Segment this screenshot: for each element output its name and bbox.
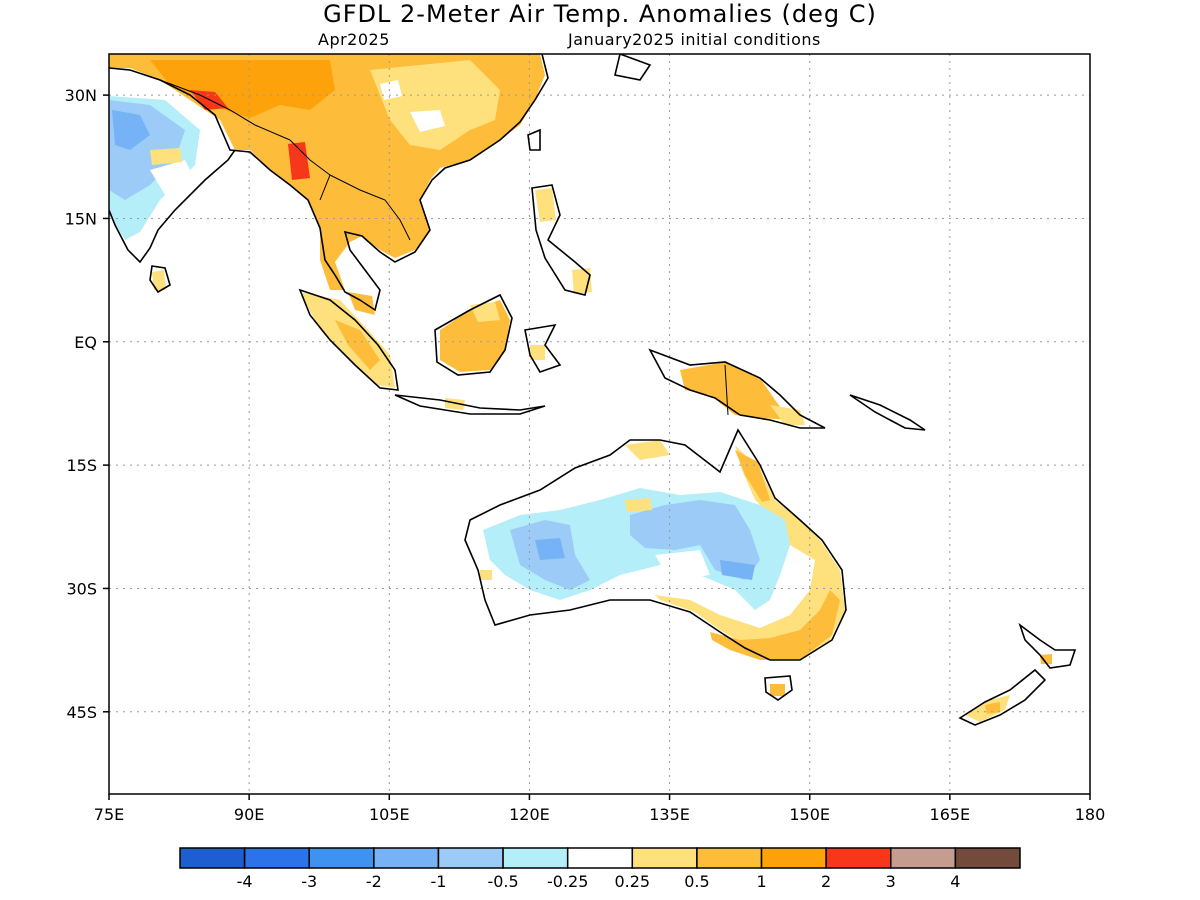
lat-tick-label: 45S [66, 703, 97, 722]
legend-swatch [373, 847, 440, 869]
srilanka-warm [152, 270, 166, 290]
australia-cool-core [535, 538, 565, 560]
map-background [109, 54, 1090, 794]
legend-label: 4 [950, 872, 960, 891]
legend-swatch [825, 847, 892, 869]
legend-label: -3 [301, 872, 317, 891]
coast-india [109, 149, 236, 264]
legend-label: -1 [430, 872, 446, 891]
india-white-patch [150, 160, 195, 195]
legend-swatch [437, 847, 504, 869]
coastlines [109, 54, 1077, 726]
legend-label: 2 [821, 872, 831, 891]
legend-swatch [954, 847, 1021, 869]
legend-swatch [631, 847, 698, 869]
border-png [724, 364, 729, 416]
lon-tick-label: 135E [649, 805, 690, 824]
australia-cool-core-2 [720, 560, 755, 580]
lon-tick-label: 75E [94, 805, 124, 824]
china-light-patch [370, 60, 500, 150]
india-cool-core [112, 110, 150, 150]
legend-swatch [179, 847, 246, 869]
lon-tick-label: 180 [1075, 805, 1106, 824]
coast-solomons [849, 394, 926, 431]
coast-borneo [434, 293, 513, 376]
graticule [109, 54, 1090, 794]
lat-tick-label: 15N [65, 209, 97, 228]
coast-sulawesi [524, 323, 562, 373]
coast-srilanka [149, 265, 171, 294]
coast-taiwan [527, 128, 541, 151]
sulawesi-warm [530, 345, 545, 360]
lat-tick-label: 30S [66, 579, 97, 598]
legend-label: 0.5 [684, 872, 709, 891]
east-australia-warm [655, 445, 845, 660]
myanmar-hot [288, 142, 310, 180]
legend-swatch [566, 847, 634, 869]
coast-asia [109, 54, 549, 312]
tasmania-warm [770, 684, 785, 696]
legend-label: 1 [756, 872, 766, 891]
coast-japan [614, 54, 652, 81]
australia-cool-2 [630, 500, 760, 580]
legend-swatch [243, 847, 310, 869]
nw-australia-light [625, 440, 670, 460]
lat-tick-label: 15S [66, 456, 97, 475]
color-legend: -4 -3 -2 -1 -0.5 -0.25 0.25 0.5 1 2 3 4 [179, 847, 1021, 891]
nz-orange [985, 702, 1000, 714]
legend-label: 3 [886, 872, 896, 891]
borders [159, 79, 729, 416]
coast-nz-north [1018, 622, 1077, 669]
legend-label: -4 [237, 872, 253, 891]
legend-swatch [760, 847, 827, 869]
border-indochina [329, 174, 411, 241]
coast-nz-south [958, 668, 1047, 726]
nz-north-orange [1040, 654, 1052, 664]
coast-java [394, 394, 546, 415]
longitude-axis: 75E 90E 105E 120E 135E 150E 165E 180 [94, 794, 1106, 824]
lon-tick-label: 90E [234, 805, 264, 824]
plot-frame [108, 53, 1091, 795]
new-guinea-light [770, 405, 805, 425]
coast-sumatra [298, 288, 399, 391]
lon-tick-label: 120E [509, 805, 550, 824]
legend-swatch [890, 847, 957, 869]
coast-philippines [531, 184, 591, 296]
lon-tick-label: 165E [930, 805, 971, 824]
legend-label: -0.5 [487, 872, 518, 891]
legend-label: -0.25 [547, 872, 588, 891]
valid-month-label: Apr2025 [318, 30, 390, 49]
philippines-warm [535, 188, 556, 222]
lon-tick-label: 150E [789, 805, 830, 824]
new-guinea-warm [680, 362, 790, 420]
australia-white-patch [655, 550, 710, 580]
java-warm [445, 398, 465, 410]
tibet-orange [150, 60, 335, 118]
latitude-axis: 30N 15N EQ 15S 30S 45S [65, 86, 109, 722]
chart-title: GFDL 2-Meter Air Temp. Anomalies (deg C) [323, 0, 877, 28]
australia-yellow-spot [625, 498, 652, 512]
lon-tick-label: 105E [369, 805, 410, 824]
china-white-patch [410, 110, 445, 132]
coast-tasmania [764, 675, 793, 701]
east-australia-orange [735, 450, 770, 502]
india-yellow-patch [150, 148, 182, 165]
lat-tick-label: EQ [74, 333, 97, 352]
legend-swatch [502, 847, 569, 869]
se-australia-orange [710, 590, 840, 660]
anomaly-fill-layer [109, 54, 1052, 722]
coast-new-guinea [648, 348, 826, 429]
initial-conditions-label: January2025 initial conditions [568, 30, 821, 49]
legend-label: 0.25 [614, 872, 650, 891]
legend-swatch [308, 847, 375, 869]
border-india-china [159, 79, 291, 141]
lat-tick-label: 30N [65, 86, 97, 105]
border-myanmar [289, 139, 331, 201]
legend-swatch [696, 847, 763, 869]
legend-label: -2 [366, 872, 382, 891]
sumatra-orange [335, 320, 380, 370]
coast-australia [464, 428, 847, 661]
australia-yellow-spot-2 [480, 570, 492, 580]
